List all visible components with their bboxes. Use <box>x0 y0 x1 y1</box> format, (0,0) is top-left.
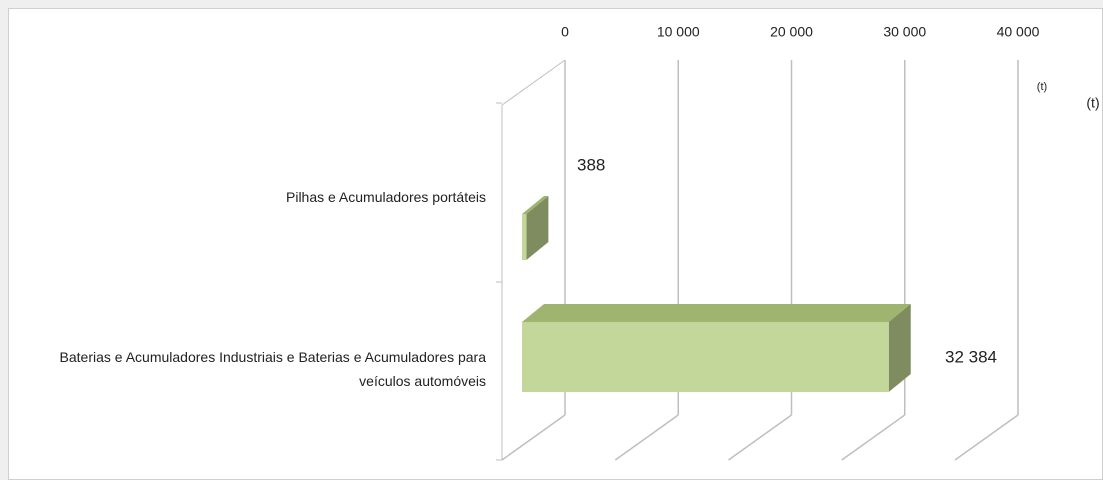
grid-line <box>728 414 792 461</box>
grid-line <box>501 414 566 461</box>
bar-top <box>522 196 549 214</box>
bar-side <box>526 196 549 260</box>
axis-line <box>501 59 566 106</box>
unit-label: (t) <box>1037 81 1047 93</box>
grid-line <box>614 414 679 461</box>
data-label: 388 <box>577 155 605 174</box>
unit-label: (t) <box>1086 95 1099 111</box>
y-tick-label: Baterias e Acumuladores Industriais e Ba… <box>59 349 486 389</box>
x-tick-label: 10 000 <box>657 24 700 40</box>
bar <box>522 214 527 260</box>
grid-line <box>954 414 1019 461</box>
data-label: 32 384 <box>945 347 997 366</box>
grid-line <box>841 414 906 461</box>
x-tick-label: 0 <box>561 24 569 40</box>
bar-side <box>888 304 911 392</box>
chart-frame <box>8 8 1103 480</box>
x-tick-label: 20 000 <box>770 24 813 40</box>
bar-top <box>522 304 911 322</box>
x-tick-label: 40 000 <box>997 24 1040 40</box>
y-tick-label: Pilhas e Acumuladores portáteis <box>286 189 486 205</box>
bar <box>522 322 889 392</box>
x-tick-label: 30 000 <box>883 24 926 40</box>
